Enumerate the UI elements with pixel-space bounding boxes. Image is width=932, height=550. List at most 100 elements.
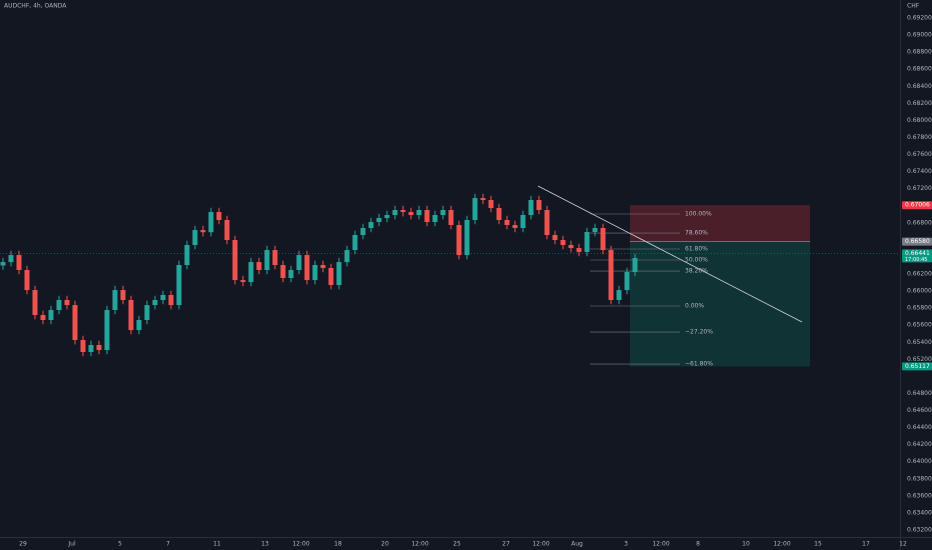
stop-zone [630,205,810,242]
x-tick-label: 29 [19,541,27,548]
y-tick-label: 0.69200 [907,15,932,22]
y-tick-label: 0.67400 [907,168,932,175]
price-tag-label: 0.66441 [905,250,930,257]
candle-body [40,315,46,320]
currency-label: CHF [907,3,920,10]
y-tick-label: 0.65800 [907,305,932,312]
fib-label: 78.60% [685,230,708,237]
candle-body [32,290,38,316]
x-tick-label: 12:00 [652,541,669,548]
price-tag [902,362,932,371]
x-tick-label: 12:00 [773,541,790,548]
candle-body [168,294,174,306]
price-tag-label: 0.66580 [905,238,930,245]
x-tick-label: 12 [899,541,907,548]
x-tick-label: 25 [453,541,461,548]
candle-body [328,268,334,286]
candle-body [552,235,558,241]
candle-body [624,272,630,291]
x-tick-label: 13 [261,541,269,548]
x-tick-label: 10 [742,541,750,548]
y-tick-label: 0.64400 [907,424,932,431]
candle-body [352,235,358,251]
candle-body [464,219,470,256]
candle-body [280,265,286,279]
price-tag [902,237,932,246]
candle-body [256,262,262,270]
candle-body [192,230,198,245]
candle-body [504,219,510,226]
candle-body [320,265,326,269]
candle-body [80,340,86,352]
candle-body [96,344,102,351]
candle-body [376,218,382,223]
fib-label: −27.20% [685,329,713,336]
candle-body [136,319,142,331]
price-tag [902,249,932,263]
candle-body [448,210,454,226]
y-tick-label: 0.67200 [907,185,932,192]
fib-label: 0.00% [685,303,704,310]
x-tick-label: 17 [862,541,870,548]
symbol-title: AUDCHF, 4h, OANDA [4,3,67,10]
candle-body [408,212,414,216]
candle-body [184,244,190,266]
candle-body [24,269,30,291]
x-tick-label: 11 [213,541,221,548]
candle-body [488,200,494,209]
x-tick-label: 5 [118,541,122,548]
candle-body [232,240,238,281]
y-tick-label: 0.67600 [907,151,932,158]
candle-body [440,210,446,216]
y-tick-label: 0.63200 [907,527,932,534]
candle-body [592,228,598,233]
y-tick-label: 0.68600 [907,66,932,73]
candle-body [272,250,278,266]
candle-body [224,219,230,241]
y-tick-label: 0.64800 [907,390,932,397]
candle-body [8,255,14,263]
y-tick-label: 0.63400 [907,509,932,516]
candle-body [344,250,350,263]
candle-body [536,200,542,210]
candle-body [360,228,366,236]
candle-body [568,244,574,249]
candle-body [216,212,222,220]
candle-body [608,250,614,301]
fib-label: −61.80% [685,361,713,368]
y-tick-label: 0.64200 [907,441,932,448]
candle-body [616,290,622,301]
y-tick-label: 0.65400 [907,339,932,346]
candle-body [520,215,526,229]
y-tick-label: 0.63800 [907,475,932,482]
candle-body [600,228,606,251]
fib-label: 38.20% [685,268,708,275]
candle-body [240,280,246,283]
candle-body [104,310,110,351]
fib-label: 50.00% [685,257,708,264]
candle-body [208,212,214,233]
price-tag [902,201,932,210]
fib-label: 61.80% [685,245,708,252]
candle-body [456,225,462,256]
candle-body [128,300,134,331]
candle-body [120,290,126,301]
x-tick-label: 15 [814,541,822,548]
x-tick-label: 7 [166,541,170,548]
y-tick-label: 0.64600 [907,407,932,414]
candle-body [400,210,406,213]
countdown: 17:00:45 [905,257,927,263]
candle-body [576,248,582,252]
candle-body [384,215,390,219]
candle-body [264,250,270,270]
candle-body [160,294,166,301]
x-tick-label: 12:00 [411,541,428,548]
x-tick-label: 18 [334,541,342,548]
candle-body [312,265,318,281]
candle-body [72,305,78,341]
candle-body [200,230,206,233]
fib-label: 100.00% [685,211,712,218]
candle-body [560,240,566,245]
candle-body [152,300,158,306]
